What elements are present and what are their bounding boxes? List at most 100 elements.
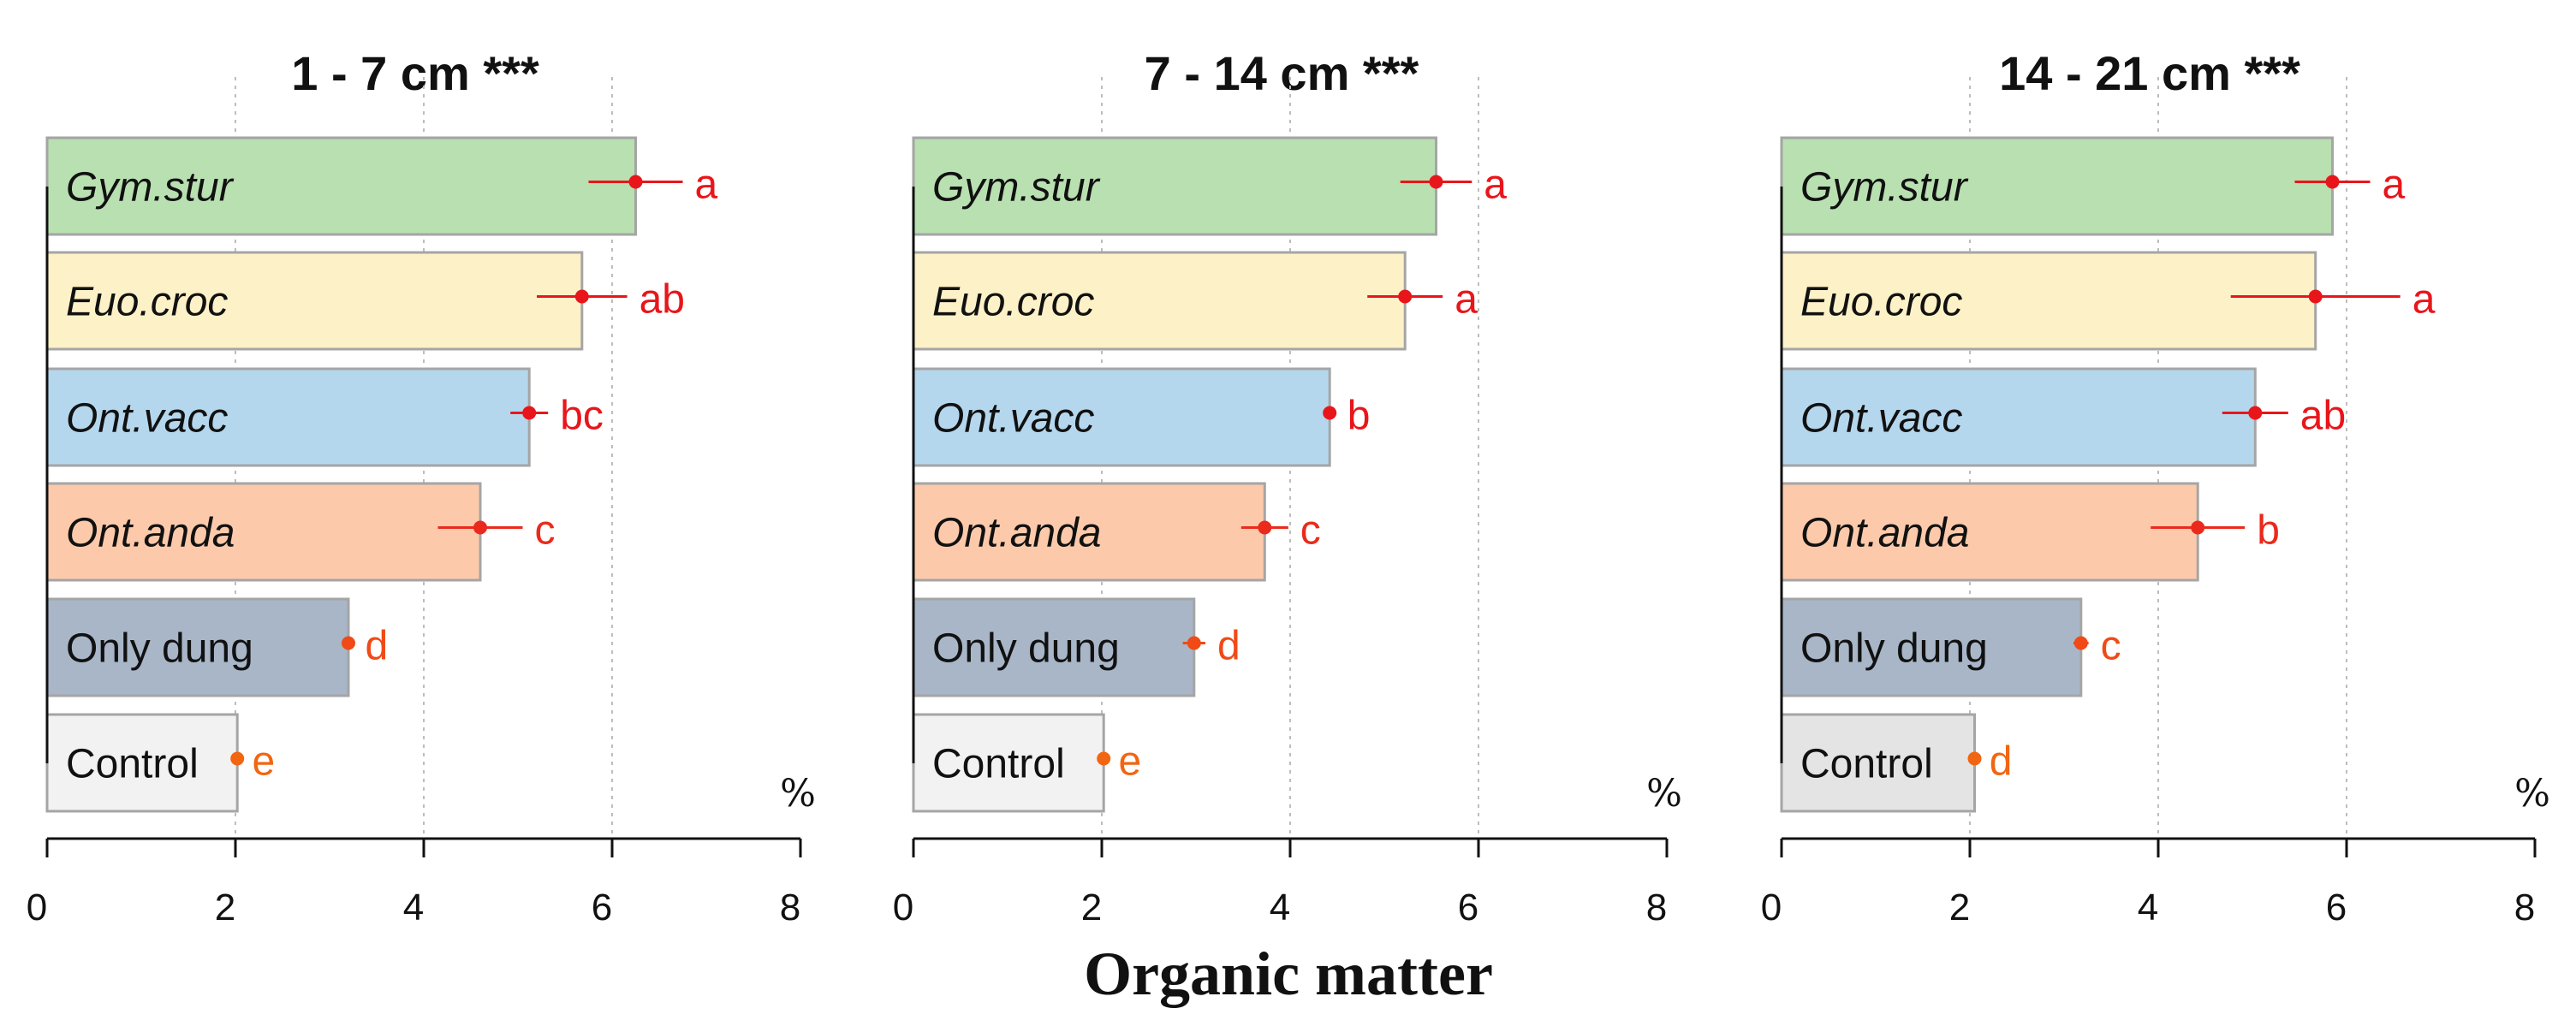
bar-group-euo-croc: Euo.croc a xyxy=(1780,251,2436,351)
significance-label: b xyxy=(2257,508,2280,554)
mean-point xyxy=(2191,520,2205,535)
significance-label: a xyxy=(1484,163,1507,208)
bar-group-gym-stur: Gym.stur a xyxy=(45,136,718,236)
panel-title: 1 - 7 cm *** xyxy=(291,46,539,100)
mean-point xyxy=(342,636,355,650)
bar-group-euo-croc: Euo.croc a xyxy=(912,251,1478,351)
panel-title: 7 - 14 cm *** xyxy=(1145,46,1419,100)
bar-label: Ont.anda xyxy=(1800,511,1969,556)
x-tick-label: 0 xyxy=(893,887,913,928)
mean-point xyxy=(2073,636,2088,650)
significance-label: d xyxy=(1217,624,1240,669)
bar-group-ont-anda: Ont.anda c xyxy=(912,482,1321,582)
bar-group-ont-vacc: Ont.vacc ab xyxy=(1780,367,2346,467)
bar-group-only-dung: Only dung d xyxy=(912,597,1240,697)
significance-label: a xyxy=(695,163,718,208)
mean-point xyxy=(574,289,589,304)
bar-label: Ont.vacc xyxy=(66,396,228,442)
bar-label: Euo.croc xyxy=(66,280,228,325)
bar-group-ont-vacc: Ont.vacc b xyxy=(912,367,1371,467)
x-tick-label: 6 xyxy=(1458,887,1478,928)
bar xyxy=(45,597,350,697)
x-tick-label: 2 xyxy=(1949,887,1970,928)
bar xyxy=(1780,251,2317,351)
bar xyxy=(912,251,1407,351)
significance-label: c xyxy=(2101,624,2121,669)
x-tick-label: 2 xyxy=(215,887,235,928)
mean-point xyxy=(1429,175,1443,189)
significance-label: d xyxy=(1990,739,2013,785)
bar-group-only-dung: Only dung c xyxy=(1780,597,2121,697)
bar-label: Control xyxy=(1800,742,1933,787)
bar-label: Euo.croc xyxy=(932,280,1094,325)
x-tick-label: 8 xyxy=(1646,887,1667,928)
mean-point xyxy=(230,751,245,766)
bar-group-only-dung: Only dung d xyxy=(45,597,389,697)
significance-label: bc xyxy=(560,394,604,439)
significance-label: e xyxy=(1119,739,1142,785)
x-tick-label: 0 xyxy=(27,887,47,928)
significance-label: a xyxy=(2412,277,2436,323)
bar-group-ont-anda: Ont.anda c xyxy=(45,482,556,582)
mean-point xyxy=(522,406,537,420)
bar-label: Only dung xyxy=(66,626,253,672)
bar xyxy=(45,713,239,813)
x-tick-label: 8 xyxy=(780,887,800,928)
bar xyxy=(912,136,1437,236)
bar-group-ont-anda: Ont.anda b xyxy=(1780,482,2280,582)
significance-label: a xyxy=(2383,163,2406,208)
unit-label: % xyxy=(780,772,816,816)
x-tick-label: 4 xyxy=(1270,887,1290,928)
bar xyxy=(912,713,1105,813)
bar-group-euo-croc: Euo.croc ab xyxy=(45,251,685,351)
panel-title: 14 - 21 cm *** xyxy=(1999,46,2300,100)
x-tick-label: 6 xyxy=(592,887,612,928)
bar xyxy=(1780,136,2334,236)
panel-3: 14 - 21 cm *** Gym.stur a Euo.croc a Ont.vacc… xyxy=(1761,46,2550,928)
bar-group-gym-stur: Gym.stur a xyxy=(1780,136,2406,236)
mean-point xyxy=(1097,751,1111,766)
significance-label: b xyxy=(1347,394,1371,439)
bar-group-control: Control d xyxy=(1780,713,2013,813)
mean-point xyxy=(1258,520,1272,535)
bar-label: Ont.vacc xyxy=(932,396,1094,442)
bar-label: Only dung xyxy=(932,626,1120,672)
mean-point xyxy=(2325,175,2340,189)
significance-label: e xyxy=(253,739,276,785)
bar xyxy=(1780,713,1976,813)
unit-label: % xyxy=(1646,772,1682,816)
mean-point xyxy=(2248,406,2263,420)
bar xyxy=(1780,597,2083,697)
bar-label: Gym.stur xyxy=(1800,165,1969,211)
bar-label: Ont.anda xyxy=(66,511,235,556)
bar-label: Ont.vacc xyxy=(1800,396,1962,442)
bar-label: Ont.anda xyxy=(932,511,1101,556)
bar xyxy=(912,367,1331,467)
significance-label: ab xyxy=(2300,394,2346,439)
x-tick-label: 4 xyxy=(403,887,424,928)
significance-label: d xyxy=(366,624,389,669)
mean-point xyxy=(473,520,487,535)
x-axis-title: Organic matter xyxy=(1084,940,1493,1008)
mean-point xyxy=(1967,751,1982,766)
mean-point xyxy=(2308,289,2323,304)
x-tick-label: 4 xyxy=(2138,887,2158,928)
x-tick-label: 2 xyxy=(1081,887,1102,928)
mean-point xyxy=(1323,406,1337,420)
significance-label: c xyxy=(535,508,556,554)
mean-point xyxy=(628,175,643,189)
bar xyxy=(912,597,1196,697)
bar-label: Gym.stur xyxy=(66,165,235,211)
unit-label: % xyxy=(2514,772,2550,816)
mean-point xyxy=(1187,636,1201,650)
bar-group-control: Control e xyxy=(45,713,276,813)
bar-label: Gym.stur xyxy=(932,165,1101,211)
bar-group-gym-stur: Gym.stur a xyxy=(912,136,1507,236)
x-tick-label: 8 xyxy=(2514,887,2535,928)
panel-2: 7 - 14 cm *** Gym.stur a Euo.croc a Ont.vacc b… xyxy=(893,46,1682,928)
bar-label: Euo.croc xyxy=(1800,280,1962,325)
significance-label: a xyxy=(1455,277,1478,323)
significance-label: ab xyxy=(640,277,685,323)
